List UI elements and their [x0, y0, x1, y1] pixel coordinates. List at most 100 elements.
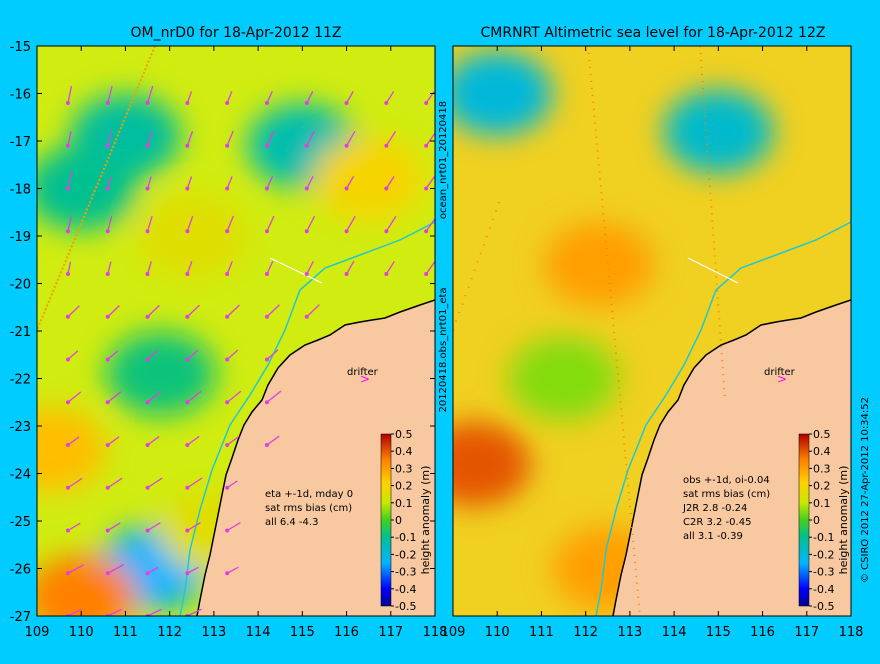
current-vector-tail [105, 357, 110, 362]
x-tick-label: 117 [378, 625, 403, 640]
current-vector-tail [225, 186, 230, 191]
current-vector-tail [65, 400, 70, 405]
current-vector [306, 304, 320, 318]
current-vector-tail [65, 443, 70, 447]
colorbar-tick-label: -0.3 [395, 566, 416, 579]
current-vector-tail [145, 528, 150, 533]
current-vector-tail [65, 143, 70, 148]
left-drifter-label: drifter [347, 367, 379, 378]
right-land-mass [613, 300, 851, 616]
current-vector-tail [424, 272, 429, 276]
current-vector-tail [424, 229, 429, 234]
y-tick-label: -20 [10, 278, 31, 293]
current-vector-tail [65, 528, 70, 533]
x-tick-label: 111 [529, 625, 554, 640]
current-vector [226, 176, 233, 189]
left-chart-title: OM_nrD0 for 18-Apr-2012 11Z [131, 25, 342, 41]
right-bathymetry-contour [595, 221, 851, 616]
current-vector [147, 436, 160, 446]
current-vector-tail [105, 400, 110, 405]
field-blob-3 [453, 422, 531, 506]
current-vector-tail [225, 443, 230, 447]
current-vector-tail [225, 528, 230, 533]
current-vector-tail [304, 229, 309, 234]
right-drifter-label: drifter [764, 367, 796, 378]
current-vector-tail [145, 186, 150, 191]
current-vector [385, 261, 395, 275]
current-vector-tail [264, 357, 269, 362]
x-tick-label: 116 [750, 625, 775, 640]
current-vector [67, 85, 73, 104]
right-annotation-line-5: all 3.1 -0.39 [683, 531, 743, 542]
right-coastline [612, 299, 851, 616]
current-vector-tail [65, 101, 70, 105]
right-colorbar: 0.5 0.4 0.3 0.2 0.1 0 -0.1 -0.2 -0.3 -0.4 -0.5 hei… [798, 428, 850, 613]
field-blob-8 [313, 137, 424, 221]
current-vector-tail [225, 143, 230, 148]
current-vector [266, 261, 274, 275]
left-map-panel: OM_nrD0 for 18-Apr-2012 11Z drifter > et… [10, 25, 448, 640]
current-vector-tail [65, 314, 70, 319]
right-map-panel: CMRNRT Altimetric sea level for 18-Apr-2… [441, 25, 864, 640]
current-vector [266, 176, 274, 189]
current-vector [147, 391, 162, 403]
right-x-axis: 109 110 111 112 113 114 115 116 117 118 [441, 46, 863, 640]
current-vector-tail [344, 101, 349, 105]
colorbar-tick-label: -0.3 [813, 566, 834, 579]
left-annotation-line-1: eta +-1d, mday 0 [265, 489, 353, 500]
current-vector-tail [185, 143, 190, 148]
current-vector [67, 131, 72, 146]
colorbar-tick-label: 0.4 [813, 445, 831, 458]
current-vector [146, 85, 154, 104]
right-anomaly-field [453, 51, 774, 611]
current-vector-tail [145, 485, 150, 490]
current-vector-tail [145, 143, 150, 148]
current-vector-tail [344, 143, 349, 148]
right-satellite-track-1 [587, 46, 641, 616]
current-vector-tail [65, 272, 70, 276]
current-vector [67, 391, 82, 403]
right-annotation-line-2: sat rms bias (cm) [683, 489, 770, 500]
right-section-line [687, 257, 739, 284]
current-vector [345, 215, 356, 232]
current-vector [107, 176, 112, 189]
colorbar-tick-label: 0.1 [813, 497, 831, 510]
current-vector-tail [105, 443, 110, 447]
current-vector [107, 436, 120, 446]
current-vector [67, 261, 72, 275]
current-vector [67, 305, 80, 318]
y-tick-label: -24 [10, 468, 31, 483]
side-label-top: ocean_nrt01_20120418 [438, 101, 449, 219]
current-vector-tail [225, 229, 230, 234]
current-vector [226, 480, 238, 489]
current-vector-tail [344, 272, 349, 276]
current-vector [187, 566, 199, 574]
current-vector [67, 477, 83, 489]
current-vector-tail [185, 101, 190, 105]
current-vector [345, 130, 356, 147]
current-vector-tail [105, 229, 110, 234]
current-vector-tail [225, 357, 230, 362]
y-tick-label: -21 [10, 325, 31, 340]
current-vector [186, 304, 200, 318]
colorbar-tick-label: -0.5 [813, 600, 834, 613]
current-vector-tail [105, 314, 110, 319]
current-vector-tail [185, 272, 190, 276]
current-vector [107, 350, 119, 360]
current-vector-tail [65, 485, 70, 490]
colorbar-tick-label: 0 [813, 514, 820, 527]
current-vector [425, 261, 435, 275]
current-vector [266, 435, 280, 446]
current-vector-tail [105, 186, 110, 191]
field-blob-5 [37, 555, 137, 616]
field-blob-3 [105, 331, 216, 416]
x-tick-label: 118 [423, 625, 448, 640]
current-vector-tail [304, 186, 309, 191]
current-vector [67, 522, 81, 532]
y-tick-label: -25 [10, 515, 31, 530]
current-vector [186, 435, 200, 446]
current-vector [67, 564, 84, 574]
current-vector-tail [185, 229, 190, 234]
left-bathymetry-contour [179, 221, 435, 616]
left-colorbar-scale [380, 433, 392, 607]
